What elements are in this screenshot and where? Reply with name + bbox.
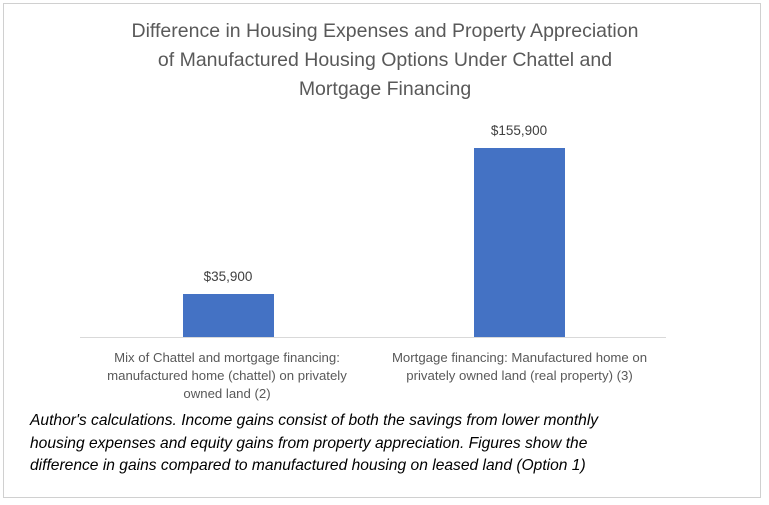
chart-title-line-2: of Manufactured Housing Options Under Ch… [157, 49, 613, 71]
category-label-line: Mortgage financing: Manufactured home on [391, 350, 648, 365]
chart-title-line-1: Difference in Housing Expenses and Prope… [131, 20, 639, 42]
footnote-line: housing expenses and equity gains from p… [30, 434, 588, 452]
data-label-chattel-mortgage-mix: $35,900 [203, 269, 253, 284]
data-label-mortgage-financing: $155,900 [490, 123, 548, 138]
footnote-line: Author's calculations. Income gains cons… [30, 412, 599, 429]
category-label-line: owned land (2) [183, 386, 271, 401]
footnote-line: difference in gains compared to manufact… [30, 457, 586, 474]
bar-chattel-mortgage-mix [183, 294, 274, 338]
bar-mortgage-financing [474, 148, 565, 338]
category-label-mortgage-financing: Mortgage financing: Manufactured home on… [373, 349, 666, 385]
category-label-chattel-mortgage-mix: Mix of Chattel and mortgage financing: m… [82, 349, 372, 403]
chart-title: Difference in Housing Expenses and Prope… [60, 17, 710, 104]
chart-title-line-3: Mortgage Financing [298, 78, 472, 100]
chart-footnote: Author's calculations. Income gains cons… [30, 410, 750, 478]
category-label-line: privately owned land (real property) (3) [406, 368, 633, 383]
chart-frame [3, 3, 761, 498]
category-label-line: Mix of Chattel and mortgage financing: [114, 350, 340, 365]
category-label-line: manufactured home (chattel) on privately [107, 368, 347, 383]
x-axis-line [80, 337, 666, 338]
